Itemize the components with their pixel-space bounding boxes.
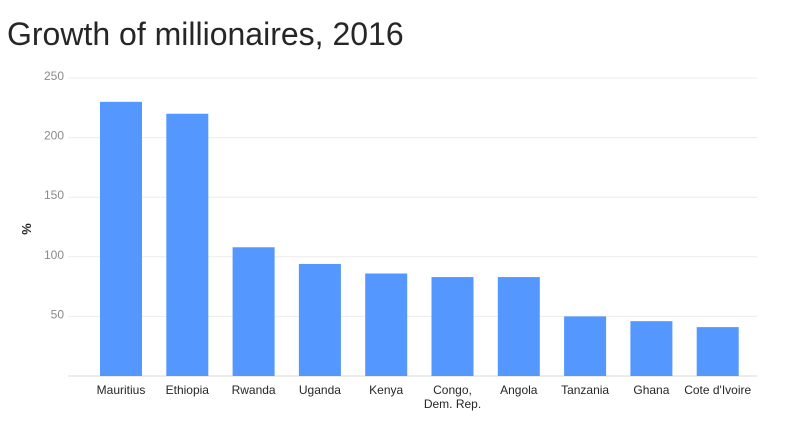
y-tick-label: 200 [44,129,64,143]
bar [166,113,209,376]
y-axis-label: % [19,223,34,235]
bar [497,277,540,376]
x-category-label-line: Ghana [633,383,669,397]
y-tick-label: 250 [44,69,64,83]
x-category-label-line: Congo, [433,383,472,397]
x-category-label-line: Angola [500,383,538,397]
x-category-label: Rwanda [232,383,276,397]
bar [298,263,341,376]
bar [100,101,142,376]
bar [365,273,408,376]
y-tick-label: 50 [51,307,65,321]
bars [100,101,739,376]
y-axis-tick-labels: 50 100 150 200 250 [44,69,64,321]
bar [431,277,474,376]
x-category-label-line: Cote d'Ivoire [684,383,751,397]
x-category-label: Angola [500,383,538,397]
x-category-label-line: Mauritius [97,383,146,397]
x-category-label-line: Uganda [299,383,341,397]
x-category-label-line: Kenya [369,383,403,397]
x-category-label-line: Rwanda [232,383,276,397]
x-category-label-line: Ethiopia [166,383,210,397]
x-category-label: Cote d'Ivoire [684,383,751,397]
x-category-label: Kenya [369,383,403,397]
chart-title: Growth of millionaires, 2016 [7,16,404,52]
x-category-label-line: Dem. Rep. [424,397,481,411]
x-category-label: Tanzania [561,383,609,397]
y-tick-label: 100 [44,248,64,262]
x-category-label: Ethiopia [166,383,210,397]
x-category-label: Uganda [299,383,341,397]
bar [232,247,275,376]
y-tick-label: 150 [44,188,64,202]
x-category-label: Congo, Dem. Rep. [424,383,481,411]
bar [696,327,739,376]
bar [564,316,607,376]
x-category-label: Ghana [633,383,669,397]
bar [630,321,673,376]
x-axis-category-labels: Mauritius Ethiopia Rwanda Uganda Kenya Congo,… [97,383,752,411]
x-category-label: Mauritius [97,383,146,397]
x-category-label-line: Tanzania [561,383,609,397]
